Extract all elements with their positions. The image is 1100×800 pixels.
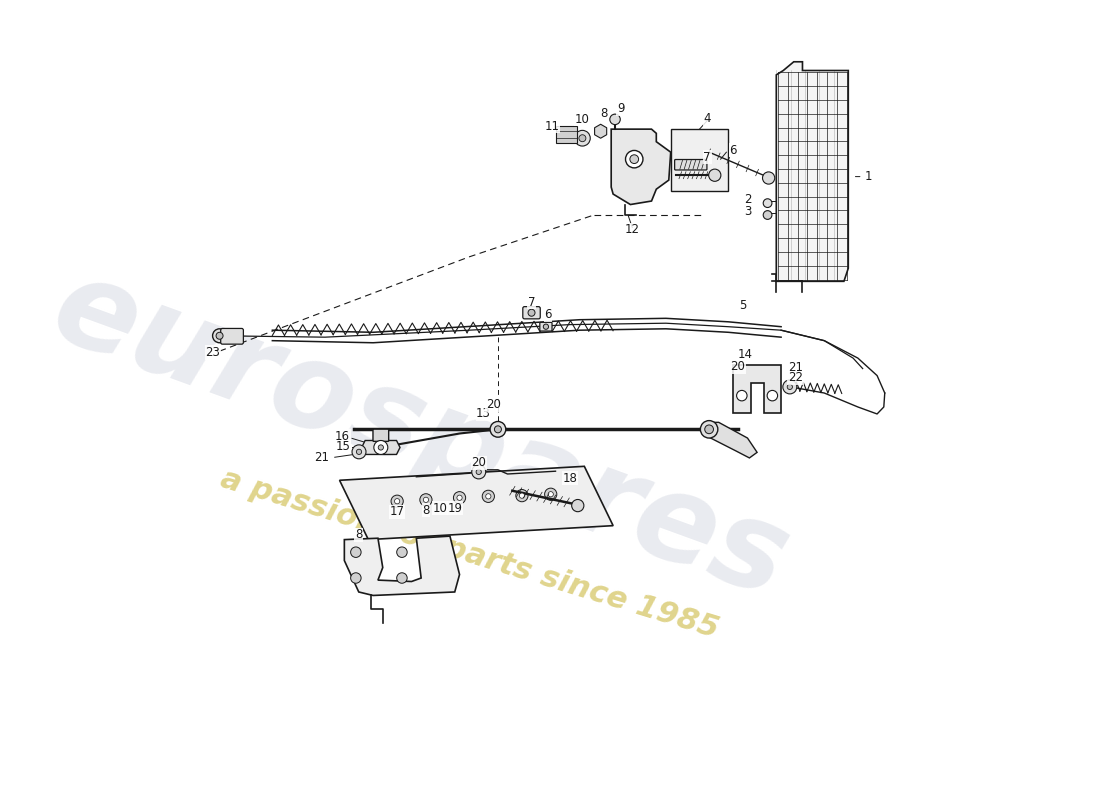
Circle shape — [352, 445, 366, 459]
Circle shape — [763, 210, 772, 219]
FancyBboxPatch shape — [373, 429, 388, 442]
Circle shape — [351, 547, 361, 558]
Circle shape — [630, 154, 639, 163]
Polygon shape — [777, 62, 848, 282]
Circle shape — [737, 390, 747, 401]
Text: 16: 16 — [334, 430, 350, 443]
Text: 23: 23 — [206, 346, 220, 359]
Circle shape — [516, 490, 528, 502]
Circle shape — [356, 450, 362, 454]
FancyBboxPatch shape — [522, 306, 540, 319]
Text: 10: 10 — [575, 113, 590, 126]
Text: 21: 21 — [788, 362, 803, 374]
Circle shape — [543, 324, 549, 330]
Polygon shape — [733, 365, 781, 413]
Circle shape — [626, 150, 644, 168]
Text: 11: 11 — [544, 120, 559, 133]
Polygon shape — [340, 466, 613, 540]
Circle shape — [424, 498, 429, 502]
Circle shape — [519, 493, 525, 498]
Text: 8: 8 — [355, 528, 362, 542]
Circle shape — [783, 380, 796, 394]
Circle shape — [544, 488, 557, 500]
FancyBboxPatch shape — [674, 159, 707, 170]
Circle shape — [212, 329, 227, 342]
Text: 8: 8 — [422, 504, 430, 517]
Circle shape — [762, 172, 774, 184]
Circle shape — [705, 425, 714, 434]
Text: 6: 6 — [544, 308, 551, 322]
Circle shape — [482, 490, 494, 502]
Circle shape — [216, 332, 223, 339]
Circle shape — [397, 547, 407, 558]
Circle shape — [390, 495, 404, 507]
Circle shape — [609, 114, 620, 125]
Circle shape — [378, 445, 384, 450]
Text: 7: 7 — [703, 150, 711, 163]
Circle shape — [708, 169, 720, 182]
Circle shape — [548, 492, 553, 497]
Circle shape — [420, 494, 432, 506]
Text: 4: 4 — [703, 112, 711, 125]
Text: 15: 15 — [336, 440, 351, 454]
Text: 18: 18 — [562, 472, 578, 485]
Circle shape — [472, 465, 486, 479]
Text: 13: 13 — [476, 407, 491, 421]
Polygon shape — [344, 536, 460, 595]
Text: 22: 22 — [788, 371, 803, 384]
Text: 20: 20 — [471, 456, 486, 470]
Text: 2: 2 — [744, 193, 751, 206]
Circle shape — [351, 573, 361, 583]
Text: 19: 19 — [448, 502, 462, 514]
Circle shape — [395, 498, 399, 504]
Text: 3: 3 — [744, 205, 751, 218]
Circle shape — [574, 130, 591, 146]
Circle shape — [491, 422, 506, 437]
Text: 7: 7 — [528, 296, 536, 309]
Text: 9: 9 — [617, 102, 625, 115]
Text: 20: 20 — [730, 360, 746, 373]
Circle shape — [456, 495, 462, 500]
Text: eurospares: eurospares — [39, 248, 804, 622]
Text: a passion for parts since 1985: a passion for parts since 1985 — [217, 464, 722, 643]
Circle shape — [767, 390, 778, 401]
Polygon shape — [362, 441, 400, 454]
Circle shape — [763, 198, 772, 207]
Circle shape — [453, 492, 465, 504]
Polygon shape — [707, 422, 757, 458]
Text: 17: 17 — [389, 505, 405, 518]
Circle shape — [486, 494, 491, 499]
FancyBboxPatch shape — [221, 329, 243, 344]
Text: 20: 20 — [486, 398, 500, 411]
Text: 10: 10 — [433, 502, 448, 514]
Circle shape — [528, 310, 535, 316]
Circle shape — [494, 426, 502, 433]
Circle shape — [397, 573, 407, 583]
Circle shape — [572, 499, 584, 512]
Polygon shape — [612, 129, 671, 205]
Text: 14: 14 — [738, 348, 754, 361]
FancyBboxPatch shape — [540, 322, 552, 331]
Text: 12: 12 — [625, 223, 640, 236]
Text: 1: 1 — [865, 170, 872, 183]
Polygon shape — [556, 126, 576, 143]
Text: 8: 8 — [600, 107, 607, 120]
Text: 6: 6 — [729, 143, 737, 157]
Text: 5: 5 — [739, 299, 747, 312]
Circle shape — [476, 470, 482, 474]
Circle shape — [579, 134, 586, 142]
Polygon shape — [671, 129, 728, 190]
Text: 21: 21 — [314, 450, 329, 464]
Circle shape — [788, 384, 792, 390]
Circle shape — [701, 421, 718, 438]
Circle shape — [374, 441, 388, 454]
